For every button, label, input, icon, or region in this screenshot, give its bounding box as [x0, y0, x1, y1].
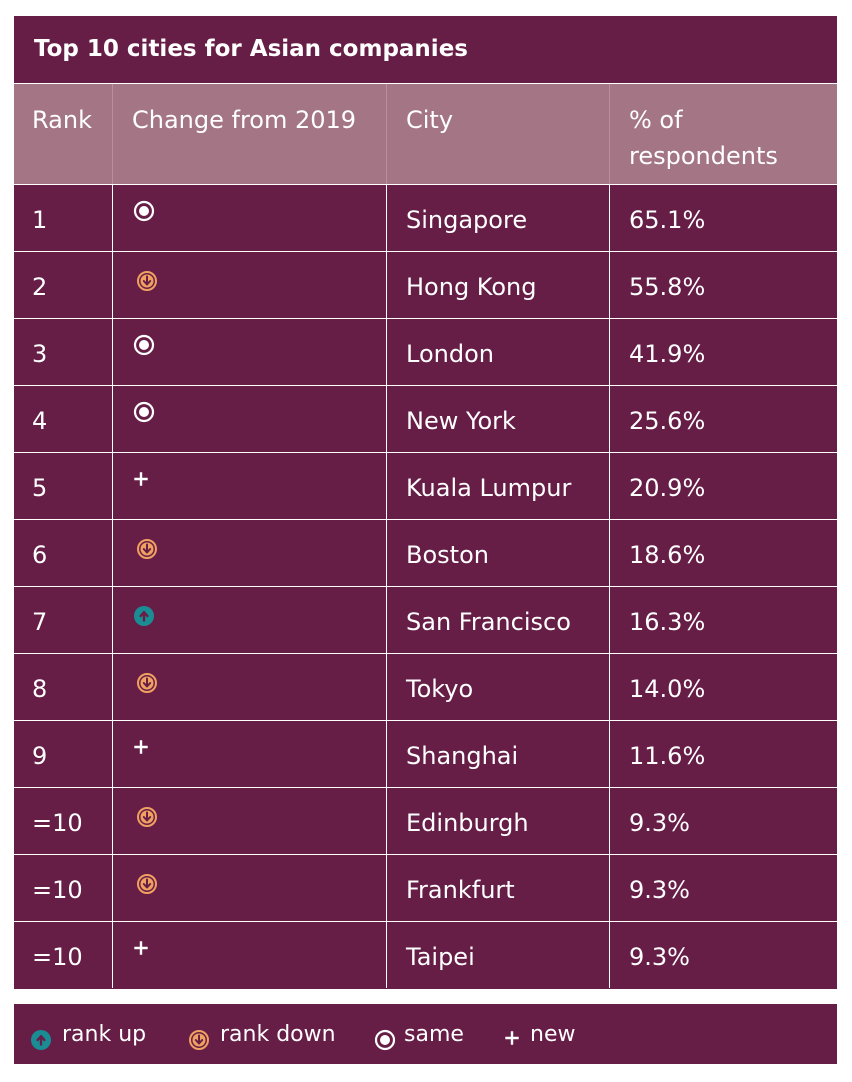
rank-cell: =10 — [32, 943, 83, 971]
rank-cell: 3 — [32, 340, 48, 368]
city-cell: London — [386, 319, 609, 385]
change-cell — [112, 252, 386, 318]
arrow-down-circle-icon — [136, 672, 158, 694]
arrow-down-circle-icon — [136, 538, 158, 560]
change-cell — [112, 520, 386, 586]
table-row: 8 Tokyo 14.0% — [14, 654, 837, 721]
arrow-down-circle-icon — [136, 270, 158, 292]
rank-cell: =10 — [32, 876, 83, 904]
percent-cell: 14.0% — [609, 654, 837, 720]
city-cell: Boston — [386, 520, 609, 586]
change-cell — [112, 319, 386, 385]
change-cell — [112, 654, 386, 720]
rank-cell: 9 — [32, 742, 48, 770]
percent-cell: 9.3% — [609, 788, 837, 854]
percent-cell: 65.1% — [609, 185, 837, 251]
table-row: =10 Edinburgh 9.3% — [14, 788, 837, 855]
header-percent: % of respondents — [609, 84, 837, 184]
city-cell: Hong Kong — [386, 252, 609, 318]
dot-circle-icon — [374, 1029, 396, 1057]
rank-cell: 7 — [32, 608, 48, 636]
rank-cell: 5 — [32, 474, 48, 502]
plus-icon — [133, 471, 149, 487]
city-cell: Edinburgh — [386, 788, 609, 854]
arrow-up-circle-icon — [30, 1029, 52, 1057]
table-row: 1 Singapore 65.1% — [14, 185, 837, 252]
table-row: =10 Taipei 9.3% — [14, 922, 837, 989]
legend-rank-up-label: rank up — [62, 1022, 147, 1047]
header-city: City — [386, 84, 609, 184]
city-cell: San Francisco — [386, 587, 609, 653]
header-percent-line2: respondents — [629, 142, 778, 170]
table-row: 7 San Francisco 16.3% — [14, 587, 837, 654]
percent-cell: 18.6% — [609, 520, 837, 586]
legend-rank-down-label: rank down — [220, 1022, 336, 1047]
city-cell: Tokyo — [386, 654, 609, 720]
plus-icon — [504, 1027, 520, 1052]
header-rank: Rank — [14, 84, 112, 184]
percent-cell: 9.3% — [609, 922, 837, 988]
city-cell: Kuala Lumpur — [386, 453, 609, 519]
dot-circle-icon — [133, 334, 155, 356]
dot-circle-icon — [133, 401, 155, 423]
table-row: 9 Shanghai 11.6% — [14, 721, 837, 788]
percent-cell: 41.9% — [609, 319, 837, 385]
plus-icon — [133, 940, 149, 956]
table-body: 1 Singapore 65.1% 2 Hong Kong 55.8% 3 London 41.… — [14, 185, 837, 989]
header-percent-line1: % of — [629, 106, 683, 134]
arrow-down-circle-icon — [136, 806, 158, 828]
header-rank-label: Rank — [32, 106, 92, 134]
percent-cell: 9.3% — [609, 855, 837, 921]
percent-cell: 55.8% — [609, 252, 837, 318]
percent-cell: 25.6% — [609, 386, 837, 452]
city-cell: Frankfurt — [386, 855, 609, 921]
rankings-table: Top 10 cities for Asian companies Rank C… — [14, 16, 837, 989]
legend-same-label: same — [404, 1022, 464, 1047]
rank-cell: 1 — [32, 206, 48, 234]
rank-cell: 6 — [32, 541, 48, 569]
header-change-label: Change from 2019 — [132, 106, 357, 134]
table-row: 4 New York 25.6% — [14, 386, 837, 453]
header-city-label: City — [406, 106, 454, 134]
table-row: 3 London 41.9% — [14, 319, 837, 386]
change-cell — [112, 453, 386, 519]
table-row: 6 Boston 18.6% — [14, 520, 837, 587]
table-row: 2 Hong Kong 55.8% — [14, 252, 837, 319]
table-title-bar: Top 10 cities for Asian companies — [14, 16, 837, 84]
change-cell — [112, 922, 386, 988]
arrow-down-circle-icon — [136, 873, 158, 895]
arrow-down-circle-icon — [188, 1029, 210, 1057]
table-row: =10 Frankfurt 9.3% — [14, 855, 837, 922]
city-cell: Taipei — [386, 922, 609, 988]
plus-icon — [133, 739, 149, 755]
table-header-row: Rank Change from 2019 City % of responde… — [14, 84, 837, 185]
change-cell — [112, 721, 386, 787]
legend: rank up rank down same new — [14, 1004, 837, 1064]
dot-circle-icon — [133, 200, 155, 222]
percent-cell: 11.6% — [609, 721, 837, 787]
change-cell — [112, 185, 386, 251]
percent-cell: 20.9% — [609, 453, 837, 519]
change-cell — [112, 587, 386, 653]
city-cell: Singapore — [386, 185, 609, 251]
legend-new-label: new — [530, 1022, 576, 1047]
city-cell: Shanghai — [386, 721, 609, 787]
rank-cell: 2 — [32, 273, 48, 301]
change-cell — [112, 788, 386, 854]
table-row: 5 Kuala Lumpur 20.9% — [14, 453, 837, 520]
rank-cell: 8 — [32, 675, 48, 703]
arrow-up-circle-icon — [133, 605, 155, 627]
header-change: Change from 2019 — [112, 84, 386, 184]
rank-cell: 4 — [32, 407, 48, 435]
table-title: Top 10 cities for Asian companies — [34, 36, 468, 62]
change-cell — [112, 386, 386, 452]
change-cell — [112, 855, 386, 921]
rank-cell: =10 — [32, 809, 83, 837]
city-cell: New York — [386, 386, 609, 452]
percent-cell: 16.3% — [609, 587, 837, 653]
